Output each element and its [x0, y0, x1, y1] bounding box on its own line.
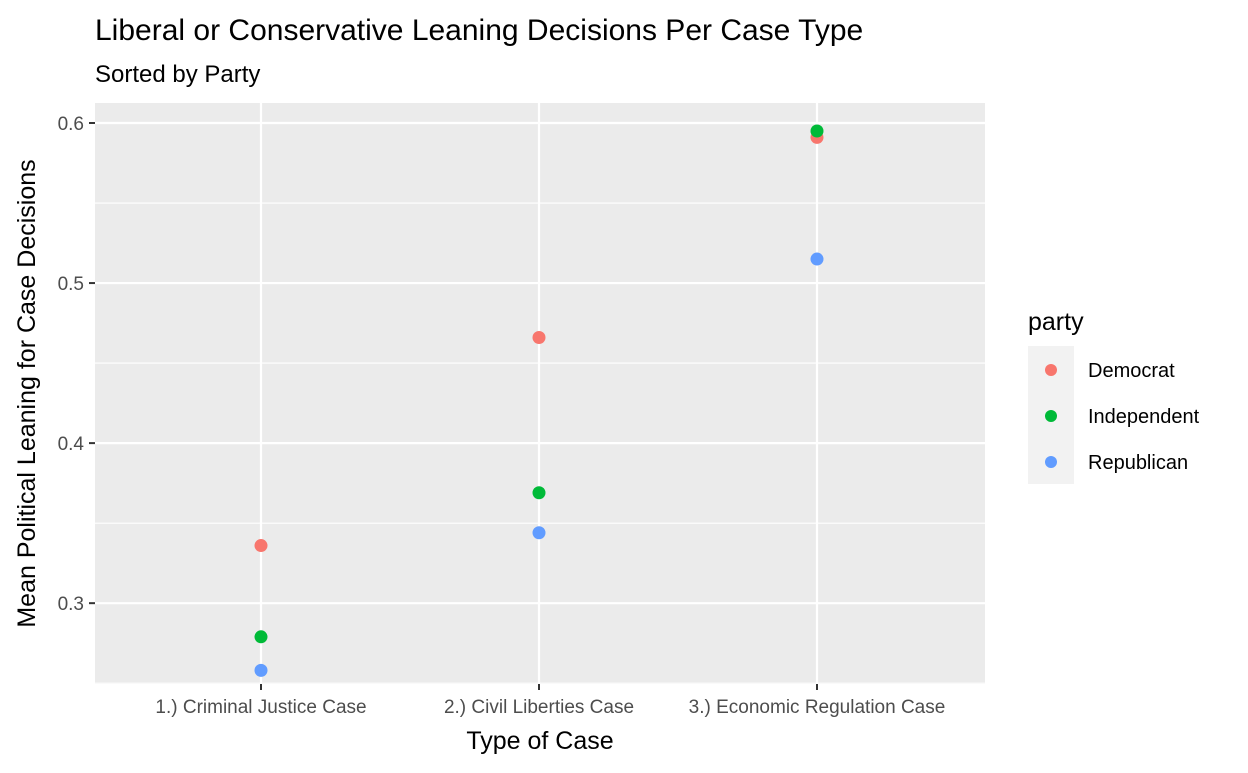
y-tick-label: 0.4 [58, 434, 85, 455]
data-point-republican [810, 252, 824, 266]
data-point-independent [810, 124, 824, 138]
data-points [254, 124, 824, 677]
legend-label: Republican [1088, 452, 1188, 474]
y-tick-label: 0.6 [58, 114, 84, 135]
chart-title: Liberal or Conservative Leaning Decision… [95, 14, 863, 47]
data-point-independent [254, 630, 268, 644]
data-point-democrat [532, 330, 546, 344]
legend-key-republican [1045, 456, 1057, 468]
x-tick-label: 3.) Economic Regulation Case [689, 697, 946, 718]
x-tick-label: 2.) Civil Liberties Case [444, 697, 634, 718]
chart-subtitle: Sorted by Party [95, 61, 260, 88]
data-point-republican [532, 526, 546, 540]
data-point-republican [254, 663, 268, 677]
legend-label: Independent [1088, 406, 1200, 428]
y-tick-label: 0.5 [58, 274, 84, 295]
data-point-independent [532, 486, 546, 500]
y-axis-label: Mean Political Leaning for Case Decision… [13, 159, 41, 627]
y-tick-label: 0.3 [58, 594, 84, 615]
x-axis-label: Type of Case [466, 727, 613, 755]
x-axis: 1.) Criminal Justice Case 2.) Civil Liber… [155, 684, 945, 718]
data-point-democrat [254, 539, 268, 553]
legend-label: Democrat [1088, 360, 1175, 382]
x-tick-label: 1.) Criminal Justice Case [155, 697, 366, 718]
legend-key-independent [1045, 410, 1057, 422]
legend-key-democrat [1045, 364, 1057, 376]
y-axis: 0.3 0.4 0.5 0.6 [58, 114, 95, 615]
legend: party Democrat Independent Republican [1028, 308, 1200, 484]
legend-title: party [1028, 308, 1084, 336]
grid-major-lines [95, 103, 985, 684]
